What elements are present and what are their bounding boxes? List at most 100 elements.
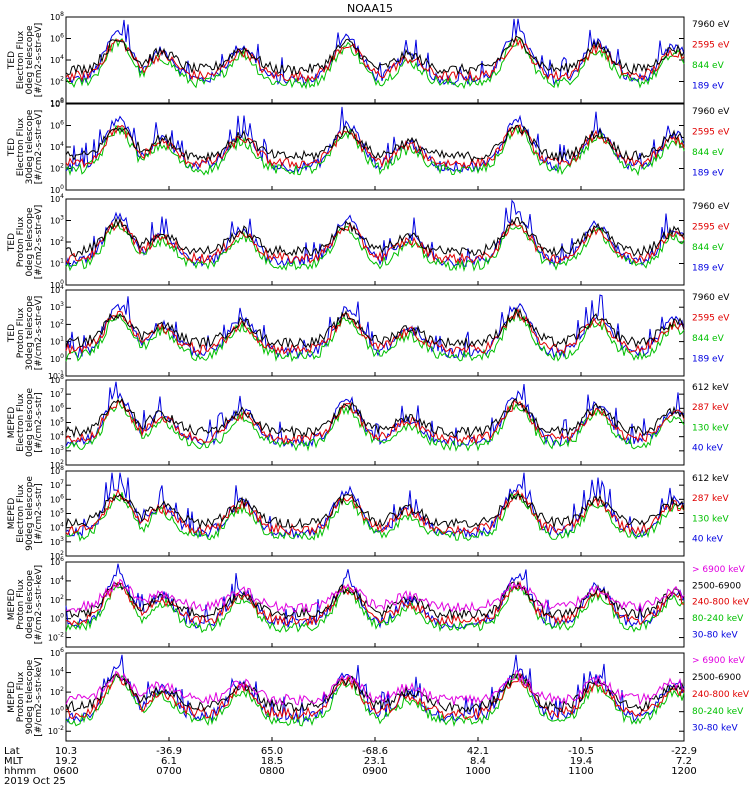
y-label-line: 30deg telescope [25,295,35,370]
series-trace [65,216,685,257]
panel-y-label: MEPEDElectron Flux90deg telescope[#/cm2-… [7,476,44,551]
y-tick-exp: 2 [60,686,64,693]
y-label-line: [#/cm2-s-str-eV] [34,296,44,371]
y-tick-label: 104 [50,522,64,533]
series-trace [65,222,685,272]
y-tick-exp: 6 [60,402,64,409]
panel-y-label: TEDElectron Flux0deg telescope[#/cm2-s-s… [7,23,44,98]
y-tick-exp: 6 [60,493,64,500]
y-tick-base: 10 [50,217,60,226]
x-tick-label-mlt: 23.1 [364,756,386,767]
series-trace [65,397,685,452]
y-tick-base: 10 [50,577,60,586]
y-tick-base: 10 [50,708,60,717]
y-tick-exp: 6 [60,647,64,654]
legend-entry: 30-80 keV [692,724,738,734]
y-tick-exp: 2 [60,459,64,466]
series-trace [65,124,684,163]
legend-entry: 189 eV [692,81,725,91]
series-trace [65,37,685,90]
y-tick-base: 10 [50,688,60,697]
legend-entry: 30-80 keV [692,630,738,640]
x-axis-annotations: Lat MLT hhmm 2019 Oct 25 10.319.20600-36… [4,99,697,787]
y-label-line: 90deg telescope [25,476,35,551]
y-tick-exp: 4 [60,522,64,529]
y-tick-base: 10 [50,481,60,490]
y-label-line: Electron Flux [16,117,26,176]
y-tick-exp: 3 [60,215,64,222]
panel-y-label: MEPEDProton Flux90deg telescope[#/cm2-s-… [7,657,44,736]
y-tick-exp: 0 [60,706,64,713]
x-tick-label-mlt: 7.2 [676,756,692,767]
y-label-line: TED [7,51,17,70]
panel-y-label: MEPEDElectron Flux0deg telescope[#/cm2-s… [7,388,44,458]
legend-entry: 189 eV [692,354,725,364]
series-trace [65,670,685,706]
legend-entry: 240-800 keV [692,690,750,700]
legend-entry: 2595 eV [692,222,730,232]
x-tick-label-hhmm: 1200 [671,766,696,777]
y-tick-label: 104 [50,667,64,678]
y-label-line: MEPED [7,407,17,439]
panel-6: MEPEDElectron Flux90deg telescope[#/cm2-… [7,465,729,561]
y-tick-label: 106 [50,33,64,44]
y-tick-base: 10 [48,727,58,736]
y-tick-label: 10-2 [48,632,64,643]
series-trace [65,492,685,542]
series-trace [65,398,685,445]
y-tick-base: 10 [50,338,60,347]
y-tick-base: 10 [48,372,58,381]
y-label-line: MEPED [7,681,17,713]
y-tick-base: 10 [50,99,60,108]
y-tick-exp: 0 [60,97,64,104]
y-tick-label: 108 [50,374,64,385]
x-tick-label-hhmm: 0900 [362,766,387,777]
y-tick-label: 106 [50,120,64,131]
y-tick-exp: 4 [60,54,64,61]
y-tick-base: 10 [50,260,60,269]
y-label-line: MEPED [7,498,17,530]
legend-entry: 844 eV [692,148,725,158]
figure-title: NOAA15 [347,2,393,15]
y-tick-label: 103 [50,445,64,456]
series-trace [65,35,685,76]
panel-5: MEPEDElectron Flux0deg telescope[#/cm2-s… [7,374,729,470]
y-tick-label: 105 [50,417,64,428]
y-tick-base: 10 [50,524,60,533]
y-tick-label: 104 [50,575,64,586]
x-tick-label-lat: -22.9 [671,746,697,757]
y-tick-exp: 0 [60,279,64,286]
y-tick-label: 102 [50,594,64,605]
y-tick-label: 104 [50,141,64,152]
y-tick-exp: -2 [58,632,64,639]
y-tick-base: 10 [50,461,60,470]
y-tick-exp: 4 [60,667,64,674]
y-tick-exp: 2 [60,76,64,83]
y-label-line: [#/cm2-s-str-keV] [34,657,44,736]
y-tick-base: 10 [50,35,60,44]
legend-entry: 2595 eV [692,40,730,50]
y-tick-base: 10 [50,538,60,547]
y-label-line: Proton Flux [16,579,26,630]
series-trace [65,18,685,86]
series-trace [65,397,685,439]
panel-8: MEPEDProton Flux90deg telescope[#/cm2-s-… [7,647,750,742]
y-tick-label: 104 [50,54,64,65]
y-tick-label: 100 [50,613,64,624]
y-tick-label: 104 [50,284,64,295]
x-tick-label-hhmm: 0600 [53,766,78,777]
legend-entry: 80-240 keV [692,707,744,717]
y-tick-exp: 4 [60,575,64,582]
y-tick-base: 10 [50,78,60,87]
y-tick-base: 10 [50,286,60,295]
y-label-line: 0deg telescope [25,25,35,95]
y-tick-label: 100 [50,353,64,364]
x-row-label-hhmm: hhmm [4,766,36,777]
legend-entry: 612 keV [692,474,729,484]
y-tick-label: 104 [50,193,64,204]
y-tick-exp: 2 [60,163,64,170]
y-tick-label: 101 [50,336,64,347]
y-tick-exp: -1 [58,370,64,377]
y-tick-exp: 8 [60,465,64,472]
y-label-line: Electron Flux [16,30,26,89]
